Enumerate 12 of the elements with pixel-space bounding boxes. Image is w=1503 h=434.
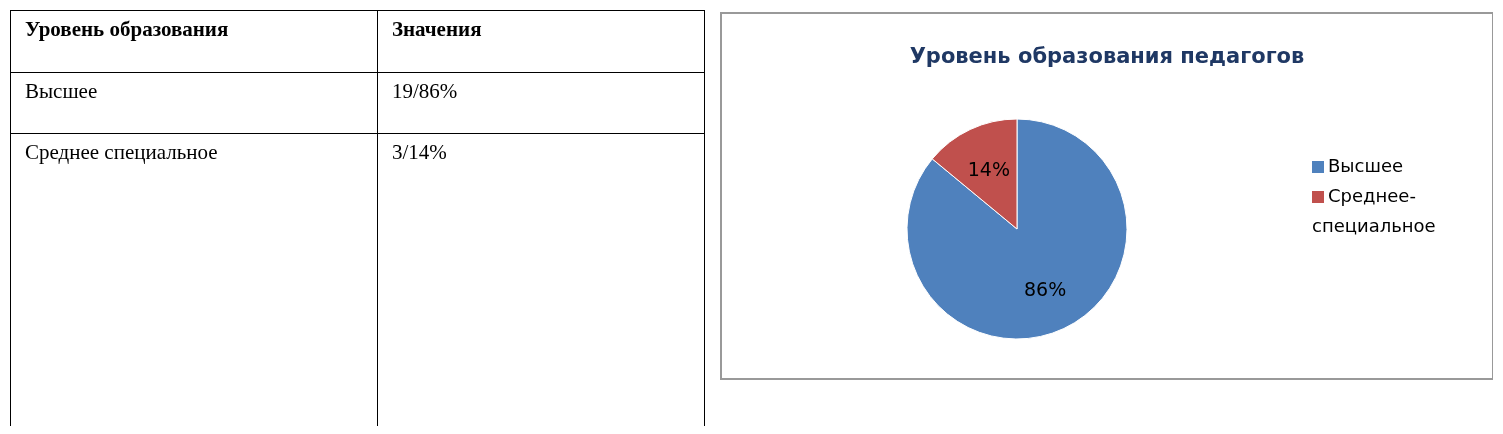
legend-label: Высшее <box>1328 155 1404 176</box>
text: 3/14% <box>390 139 448 166</box>
data-label: 86% <box>1023 277 1067 300</box>
text: Значения <box>377 10 705 73</box>
text: Высшее <box>10 72 378 134</box>
pie-slice <box>906 118 1128 340</box>
data-label: 14% <box>967 158 1011 181</box>
chart-title: Уровень образования педагогов <box>908 44 1306 68</box>
text: Среднее специальное <box>24 139 219 166</box>
text: 19/86% <box>377 72 705 134</box>
legend-label: Среднее-специальное <box>1312 185 1436 236</box>
text: Уровень образования <box>10 10 378 73</box>
